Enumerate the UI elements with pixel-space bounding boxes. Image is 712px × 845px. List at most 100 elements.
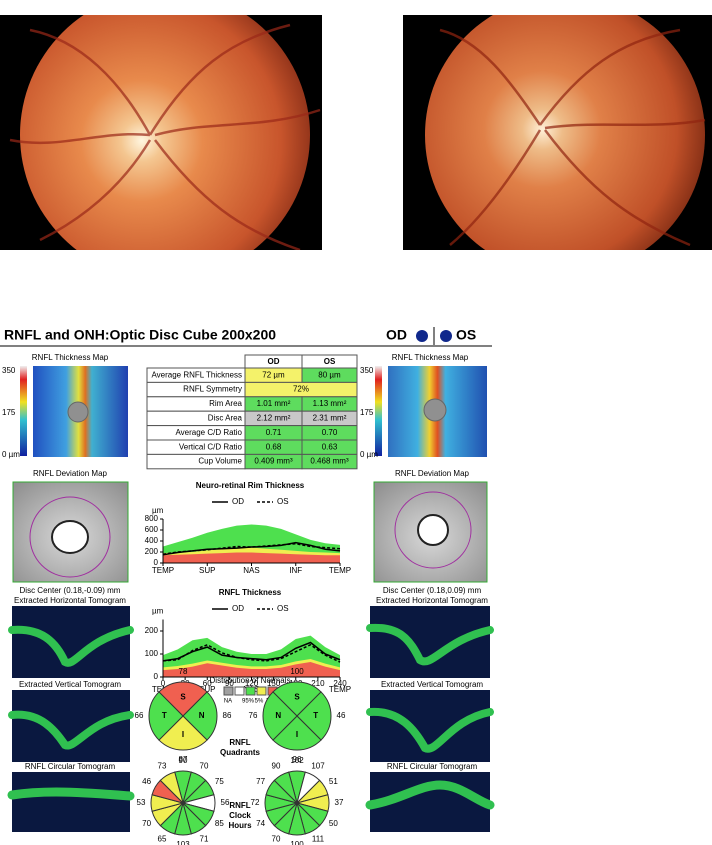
clock-value: 107 (311, 762, 325, 771)
quadrant-letter: N (199, 711, 205, 720)
x-tick-label: 210 (311, 679, 325, 688)
quadrant-value: 96 (293, 755, 302, 764)
x-tick-label: 90 (225, 679, 234, 688)
region-label: SUP (199, 566, 215, 575)
clock-title: Clock (229, 811, 251, 820)
quadrant-title: Quadrants (220, 748, 261, 757)
map-title: RNFL Thickness Map (32, 353, 109, 362)
clock-value: 53 (137, 798, 146, 807)
row-label: Average RNFL Thickness (151, 370, 242, 379)
value: 72 µm (262, 370, 285, 379)
clock-value: 77 (256, 777, 265, 786)
scale-label: 350 (2, 366, 16, 375)
clock-value: 85 (215, 819, 224, 828)
value: 2.12 mm² (257, 414, 291, 423)
value: 0.68 (266, 442, 282, 451)
quadrant-letter: N (275, 711, 281, 720)
clock-title: Hours (228, 821, 252, 830)
scale-label: 175 (2, 408, 16, 417)
scale-bar (20, 366, 27, 456)
value: 0.70 (322, 428, 338, 437)
row-label: RNFL Symmetry (183, 385, 242, 394)
series-line (162, 643, 341, 663)
scan-circle (394, 491, 472, 569)
clock-value: 72 (251, 798, 260, 807)
quadrant (262, 691, 298, 741)
quadrant-letter: I (296, 730, 298, 739)
clock-value: 74 (256, 819, 265, 828)
region-label: SUP (199, 685, 215, 694)
quadrant-value: 46 (337, 711, 346, 720)
y-tick-label: 200 (145, 547, 159, 556)
clock-hour (159, 771, 184, 805)
series-line (162, 541, 341, 556)
region-label: TEMP (329, 685, 351, 694)
quadrant-value: 78 (179, 667, 188, 676)
normals-box (223, 686, 234, 696)
fundus-od (0, 15, 322, 250)
clock-value: 90 (272, 762, 281, 771)
x-tick-label: 150 (267, 679, 281, 688)
os-label: OS (456, 327, 476, 343)
clock-value: 50 (329, 819, 338, 828)
clock-value: 37 (335, 798, 344, 807)
quadrant-value: 86 (223, 711, 232, 720)
scale-label: 350 (360, 366, 374, 375)
value-cell (301, 453, 358, 470)
x-tick-label: 0 (161, 679, 166, 688)
clock-value: 65 (158, 834, 167, 843)
quadrant-title: RNFL (229, 738, 250, 747)
region-label: TEMP (152, 566, 174, 575)
clock-hour (273, 771, 298, 805)
clock-value: 102 (290, 756, 304, 765)
clock-value: 111 (312, 834, 325, 843)
tomogram-title: Extracted Vertical Tomogram (19, 680, 121, 689)
clock-title: RNFL (229, 801, 250, 810)
quadrant (296, 691, 332, 741)
unit: µm (152, 506, 164, 515)
column-header: OS (324, 357, 336, 366)
disc-center: Disc Center (0.18,0.09) mm (383, 586, 482, 595)
normals-box (256, 686, 267, 696)
unit: µm (152, 607, 164, 616)
disc (51, 520, 89, 554)
disc (417, 514, 449, 546)
clock-value: 46 (142, 777, 151, 786)
region-label: NAS (243, 566, 259, 575)
value: 0.71 (266, 428, 282, 437)
tomogram-title: Extracted Horizontal Tomogram (14, 596, 126, 605)
quadrant (148, 691, 184, 741)
x-tick-label: 240 (333, 679, 347, 688)
normals-title: Distribution of Normals (210, 676, 291, 685)
disc (67, 401, 89, 423)
quadrant (158, 715, 208, 751)
normals-label: 95% (242, 699, 255, 705)
row-label: Disc Area (208, 414, 243, 423)
clock-value: 70 (200, 762, 209, 771)
normals-label: NA (224, 699, 232, 705)
quadrant-value: 100 (290, 667, 304, 676)
report-title: RNFL and ONH:Optic Disc Cube 200x200 (4, 327, 276, 343)
y-tick-label: 600 (145, 525, 159, 534)
tomogram-title: RNFL Circular Tomogram (25, 762, 116, 771)
value: 72% (293, 385, 309, 394)
legend-label: OS (277, 497, 289, 506)
clock-value: 56 (221, 798, 230, 807)
clock-value: 70 (142, 819, 151, 828)
x-tick-label: 120 (245, 679, 259, 688)
column-header: OD (268, 357, 280, 366)
y-tick-label: 800 (145, 514, 159, 523)
od-dot (416, 330, 428, 342)
tomograms (7, 606, 495, 832)
normal-band (163, 552, 340, 563)
clock-value: 71 (200, 834, 209, 843)
clock-value: 70 (272, 834, 281, 843)
clock-value: 100 (290, 840, 304, 845)
quadrant-letter: I (182, 730, 184, 739)
quadrant (182, 691, 218, 741)
y-tick-label: 200 (145, 626, 159, 635)
chart-title: Neuro-retinal Rim Thickness (196, 481, 305, 490)
quadrant (272, 681, 322, 717)
value: 0.409 mm³ (254, 457, 293, 466)
